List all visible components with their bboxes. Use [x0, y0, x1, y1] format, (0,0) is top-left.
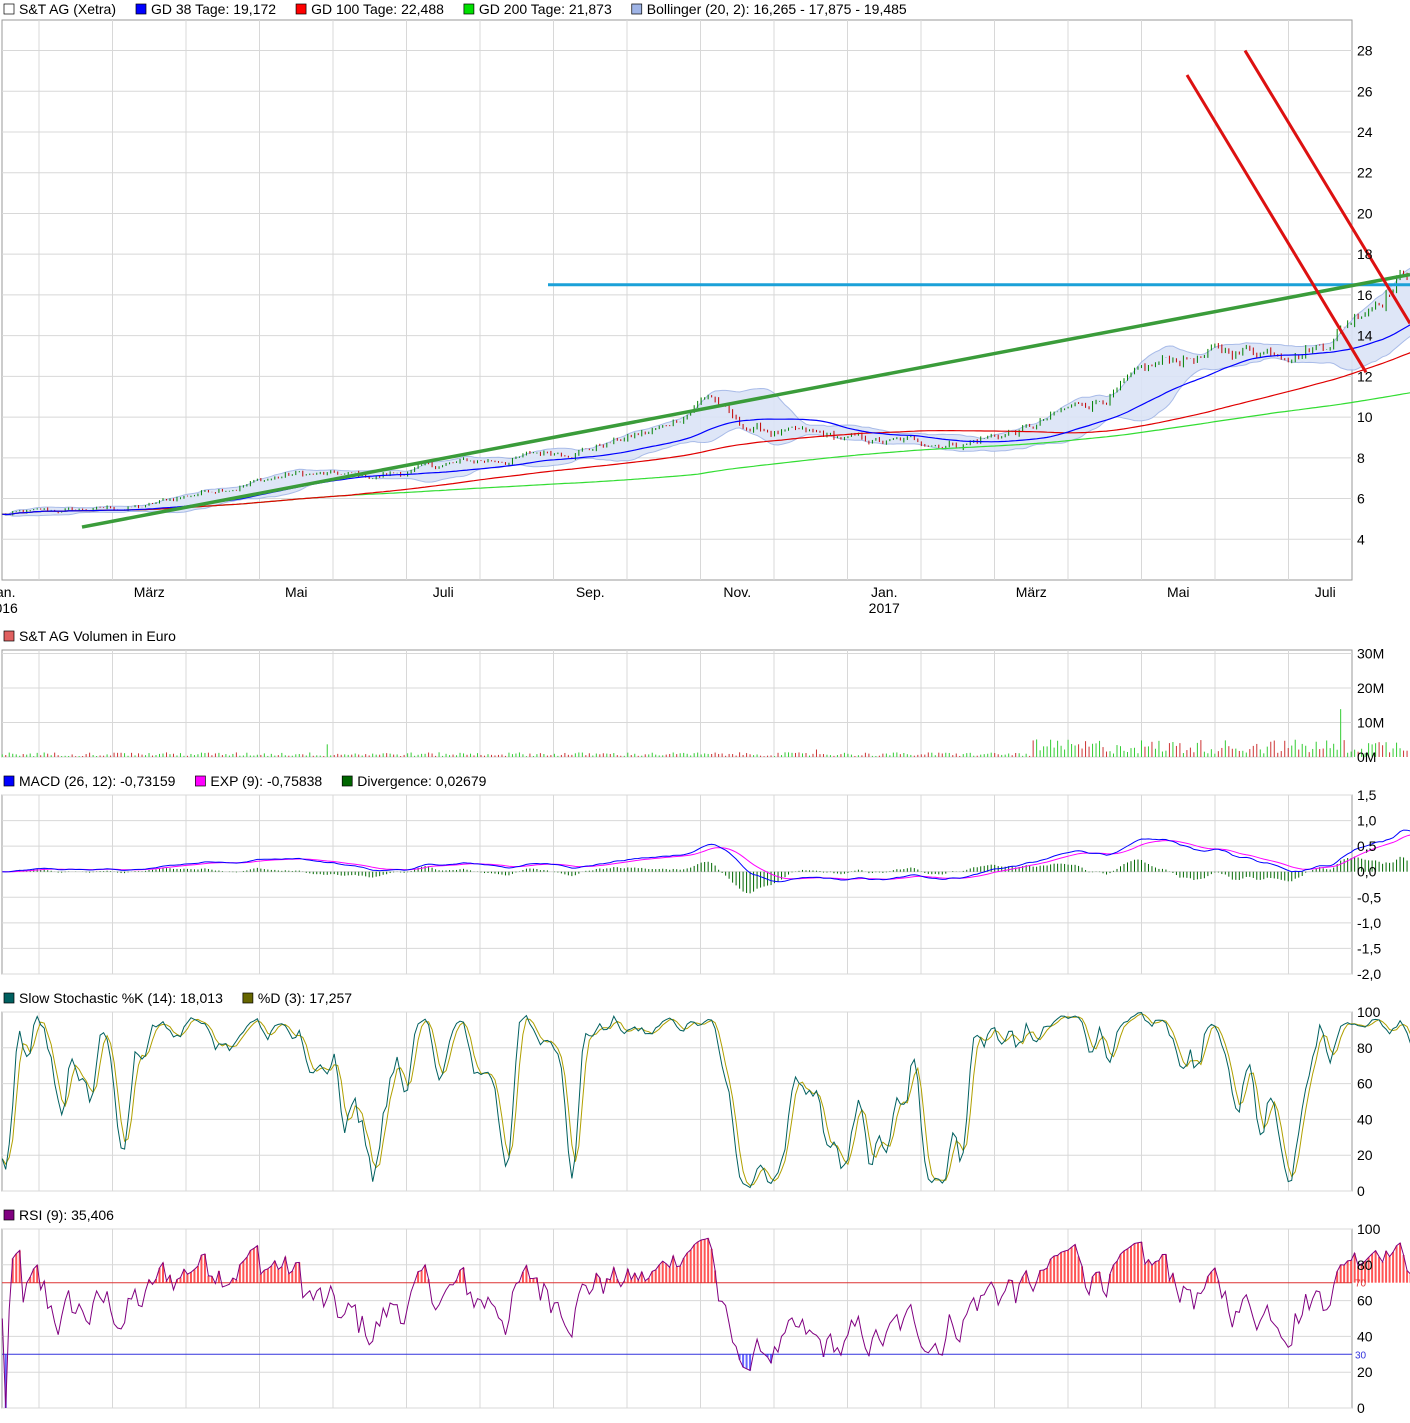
macd-legend-label: EXP (9): -0,75838	[210, 773, 322, 789]
rsi-tick-label: 40	[1357, 1328, 1373, 1344]
x-month-label: Mai	[1167, 584, 1190, 600]
stoch-legend-swatch	[3, 992, 15, 1004]
rsi-tick-label: 80	[1357, 1257, 1373, 1273]
price-tick-label: 14	[1357, 328, 1373, 344]
x-month-label: Juli	[1315, 584, 1336, 600]
macd-tick-label: -2,0	[1357, 966, 1381, 982]
price-tick-label: 24	[1357, 124, 1373, 140]
macd-tick-label: 1,5	[1357, 787, 1377, 803]
macd-tick-label: 1,0	[1357, 813, 1377, 829]
macd-frame	[1, 794, 1353, 975]
rsi-tick-label: 60	[1357, 1293, 1373, 1309]
x-month-label: Mai	[285, 584, 308, 600]
x-month-label: Juli	[433, 584, 454, 600]
volume-legend-swatch	[3, 630, 15, 642]
ma100-line	[2, 352, 1410, 516]
x-month-label: März	[134, 584, 165, 600]
volume-tick-label: 30M	[1357, 645, 1384, 661]
price-tick-label: 8	[1357, 450, 1365, 466]
stoch-d-line	[1, 1013, 1410, 1187]
rsi-legend-swatch	[3, 1209, 15, 1221]
price-legend-swatch	[3, 3, 15, 15]
macd-tick-label: -1,5	[1357, 940, 1381, 956]
stoch-tick-label: 20	[1357, 1147, 1373, 1163]
price-tick-label: 10	[1357, 409, 1373, 425]
macd-legend-label: MACD (26, 12): -0,73159	[19, 773, 176, 789]
price-legend-label: GD 100 Tage: 22,488	[311, 1, 444, 17]
stoch-tick-label: 0	[1357, 1183, 1365, 1199]
volume-tick-label: 10M	[1357, 714, 1384, 730]
rsi-line	[1, 1237, 1410, 1409]
price-legend-label: GD 200 Tage: 21,873	[479, 1, 612, 17]
uptrend-line	[81, 272, 1410, 529]
price-tick-label: 12	[1357, 368, 1373, 384]
bollinger-band	[2, 267, 1410, 517]
price-tick-label: 4	[1357, 531, 1365, 547]
macd-tick-label: 0,5	[1357, 838, 1377, 854]
stoch-k-line	[1, 1012, 1410, 1189]
rsi-70-label: 70	[1355, 1279, 1367, 1290]
grid-layer	[1, 19, 1353, 1409]
rsi-legend-label: RSI (9): 35,406	[19, 1207, 114, 1223]
price-tick-label: 28	[1357, 43, 1373, 59]
rsi-tick-label: 20	[1357, 1364, 1373, 1380]
axis-layer: 4 6 8 10 12 14 16 18 20 22 24 26 28 0M 10M 20M 30M 1,5 1,0…	[0, 43, 1384, 1416]
price-tick-label: 6	[1357, 491, 1365, 507]
legend-layer: S&T AG (Xetra) GD 38 Tage: 19,172 GD 100 T…	[3, 1, 907, 1223]
macd-tick-label: -1,0	[1357, 915, 1381, 931]
stoch-legend-swatch	[242, 992, 254, 1004]
downtrend-upper-line	[1243, 49, 1410, 325]
x-month-label: Nov.	[723, 584, 751, 600]
price-legend-swatch	[631, 3, 643, 15]
price-legend-swatch	[295, 3, 307, 15]
macd-tick-label: 0,0	[1357, 864, 1377, 880]
rsi-30-label: 30	[1355, 1350, 1367, 1361]
price-tick-label: 20	[1357, 205, 1373, 221]
price-tick-label: 18	[1357, 246, 1373, 262]
x-month-label: Sep.	[576, 584, 605, 600]
x-month-label: März	[1016, 584, 1047, 600]
x-month-label: Jan.	[871, 584, 897, 600]
downtrend-lower-line	[1185, 74, 1368, 374]
stoch-tick-label: 100	[1357, 1004, 1381, 1020]
stoch-legend-label: Slow Stochastic %K (14): 18,013	[19, 990, 223, 1006]
price-legend-swatch	[463, 3, 475, 15]
price-legend-label: Bollinger (20, 2): 16,265 - 17,875 - 19,…	[647, 1, 907, 17]
price-tick-label: 16	[1357, 287, 1373, 303]
x-year-label: 2017	[869, 600, 900, 616]
x-month-label: Jan.	[0, 584, 15, 600]
ma200-line	[2, 392, 1410, 516]
macd-legend-label: Divergence: 0,02679	[357, 773, 486, 789]
price-legend-label: GD 38 Tage: 19,172	[151, 1, 276, 17]
macd-legend-swatch	[341, 775, 353, 787]
macd-legend-swatch	[195, 775, 206, 787]
price-tick-label: 26	[1357, 83, 1373, 99]
stoch-legend-label: %D (3): 17,257	[258, 990, 352, 1006]
volume-tick-label: 20M	[1357, 680, 1384, 696]
price-tick-label: 22	[1357, 165, 1373, 181]
ma38-line	[2, 324, 1410, 516]
stoch-tick-label: 40	[1357, 1111, 1373, 1127]
price-layer	[1, 49, 1410, 529]
stoch-tick-label: 60	[1357, 1076, 1373, 1092]
stoch-tick-label: 80	[1357, 1040, 1373, 1056]
volume-tick-label: 0M	[1357, 749, 1376, 765]
price-frame	[1, 19, 1353, 581]
price-legend-label: S&T AG (Xetra)	[19, 1, 116, 17]
rsi-tick-label: 0	[1357, 1400, 1365, 1416]
rsi-tick-label: 100	[1357, 1221, 1381, 1237]
macd-legend-swatch	[3, 775, 15, 787]
stoch-frame	[1, 1011, 1353, 1192]
macd-tick-label: -0,5	[1357, 889, 1381, 905]
volume-frame	[1, 649, 1353, 758]
price-legend-swatch	[135, 3, 147, 15]
volume-legend-label: S&T AG Volumen in Euro	[19, 628, 176, 644]
indicator-layer	[1, 709, 1410, 1409]
x-year-label: 2016	[0, 600, 18, 616]
macd-line	[2, 829, 1410, 883]
